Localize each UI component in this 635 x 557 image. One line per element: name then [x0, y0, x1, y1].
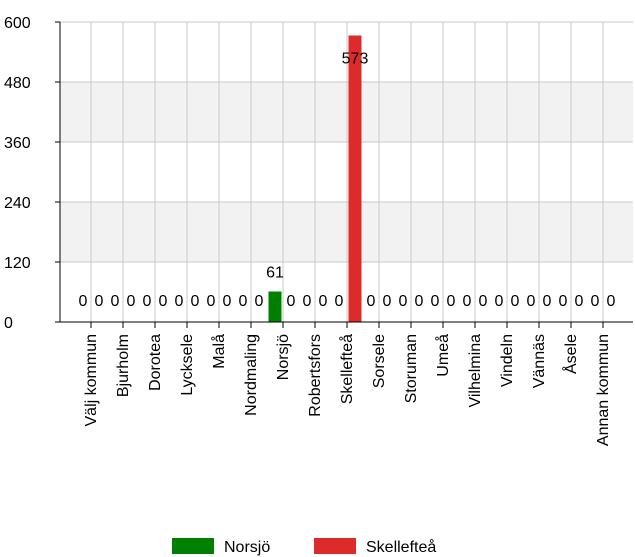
data-label: 0	[175, 293, 184, 310]
legend-label: Norsjö	[224, 539, 270, 556]
data-label: 0	[543, 293, 552, 310]
data-label: 0	[255, 293, 264, 310]
x-tick-label: Sorsele	[371, 334, 388, 388]
y-tick-label: 360	[4, 135, 31, 152]
data-label: 0	[111, 293, 120, 310]
data-label: 0	[607, 293, 616, 310]
bar	[268, 291, 282, 322]
bar	[348, 35, 362, 322]
x-tick-label: Åsele	[561, 334, 580, 374]
data-label: 0	[207, 293, 216, 310]
data-label: 0	[447, 293, 456, 310]
data-label: 0	[367, 293, 376, 310]
gridlines	[60, 21, 633, 322]
data-label: 0	[479, 293, 488, 310]
legend-swatch	[172, 538, 214, 554]
data-label: 0	[415, 293, 424, 310]
x-tick-label: Norsjö	[275, 334, 292, 380]
x-tick-label: Robertsfors	[307, 334, 324, 417]
data-label: 573	[342, 51, 369, 68]
x-tick-label: Lycksele	[179, 334, 196, 396]
legend[interactable]: Norsjö Skellefteå	[172, 538, 436, 556]
x-tick-label: Skellefteå	[338, 334, 356, 404]
data-label: 0	[191, 293, 200, 310]
data-label: 0	[95, 293, 104, 310]
data-label: 0	[239, 293, 248, 310]
data-label: 0	[511, 293, 520, 310]
legend-label: Skellefteå	[366, 538, 436, 556]
legend-swatch	[314, 538, 356, 554]
x-tick-label: Dorotea	[147, 334, 164, 391]
x-tick-label: Vännäs	[531, 334, 548, 388]
data-label: 0	[559, 293, 568, 310]
data-label: 0	[463, 293, 472, 310]
y-tick-label: 120	[4, 255, 31, 272]
data-label: 0	[495, 293, 504, 310]
y-tick-label: 240	[4, 195, 31, 212]
data-label: 0	[143, 293, 152, 310]
y-tick-label: 600	[4, 15, 31, 32]
y-tick-label: 0	[4, 315, 13, 332]
data-label: 0	[431, 293, 440, 310]
y-axis-ticks: 0 120 240 360 480 600	[4, 15, 60, 332]
data-label: 0	[159, 293, 168, 310]
x-tick-label: Storuman	[403, 334, 420, 403]
x-tick-label: Bjurholm	[115, 334, 132, 397]
x-tick-label: Umeå	[434, 334, 452, 377]
data-label: 0	[335, 293, 344, 310]
data-label: 0	[319, 293, 328, 310]
data-label: 0	[127, 293, 136, 310]
x-tick-label: Vilhelmina	[467, 334, 484, 408]
x-axis-ticks: Välj kommun Bjurholm Dorotea Lycksele Malå No…	[83, 322, 612, 446]
x-tick-label: Nordmaling	[243, 334, 260, 416]
data-label: 0	[591, 293, 600, 310]
x-tick-label: Malå	[210, 334, 228, 369]
y-tick-label: 480	[4, 75, 31, 92]
data-label: 0	[79, 293, 88, 310]
x-tick-label: Välj kommun	[83, 334, 100, 426]
data-label: 0	[303, 293, 312, 310]
data-label: 0	[527, 293, 536, 310]
x-tick-label: Vindeln	[499, 334, 516, 387]
data-label: 0	[287, 293, 296, 310]
data-label: 0	[575, 293, 584, 310]
data-label: 0	[383, 293, 392, 310]
bars	[268, 35, 362, 322]
x-tick-label: Annan kommun	[595, 334, 612, 446]
data-label: 0	[399, 293, 408, 310]
data-label: 61	[266, 265, 284, 282]
data-label: 0	[223, 293, 232, 310]
